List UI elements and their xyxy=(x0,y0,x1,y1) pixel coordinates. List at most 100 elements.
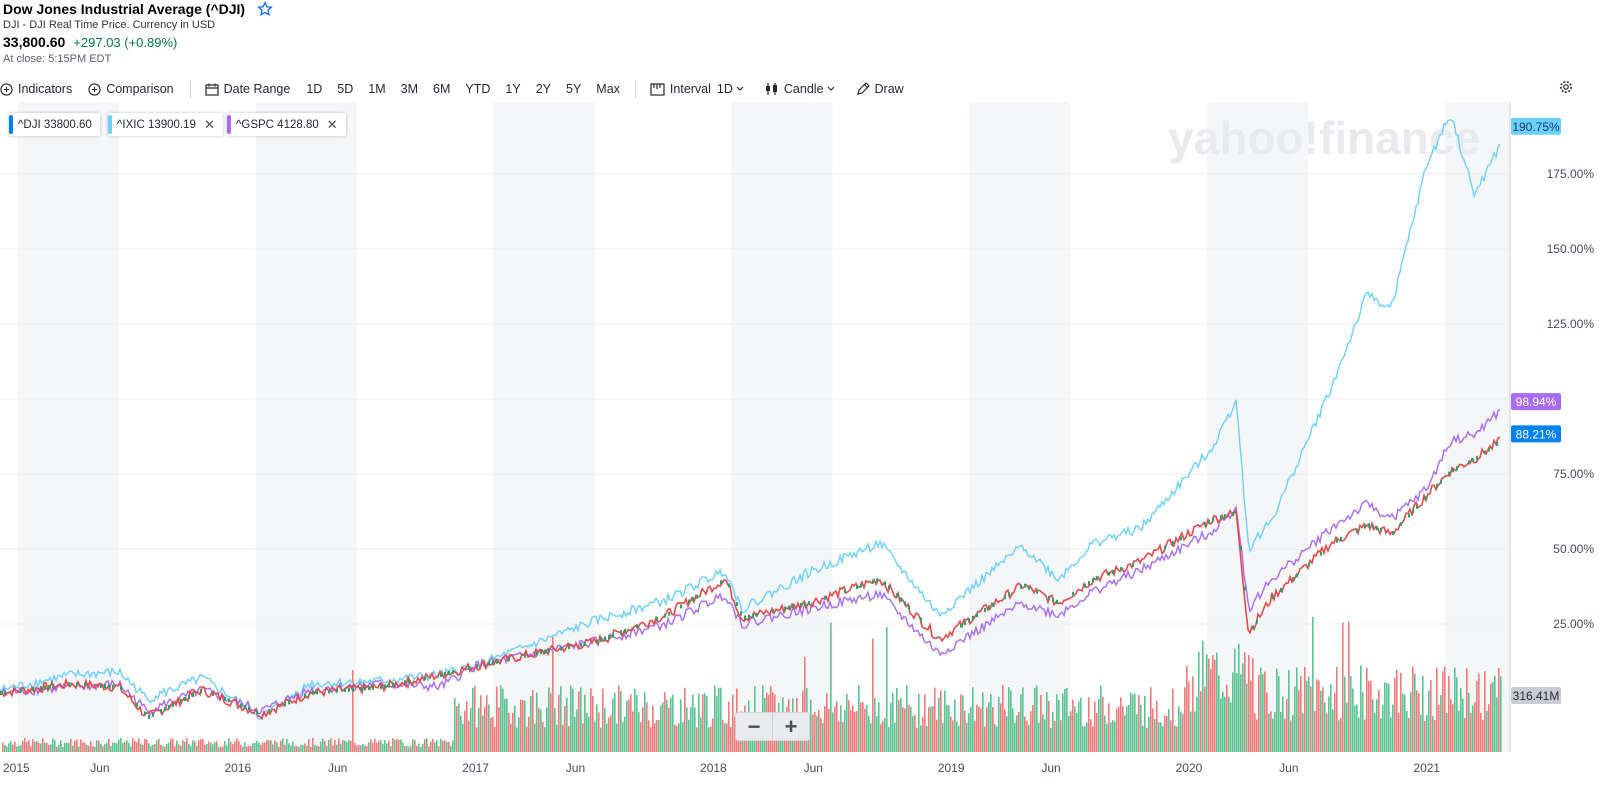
volume-bar xyxy=(322,738,324,752)
close-icon[interactable]: ✕ xyxy=(326,116,338,132)
volume-bar xyxy=(1170,720,1172,752)
volume-bar xyxy=(1210,668,1212,752)
volume-bar xyxy=(1470,712,1472,752)
volume-bar xyxy=(1464,718,1466,752)
volume-bar xyxy=(348,740,350,752)
candle-mark xyxy=(1212,517,1214,522)
volume-bar xyxy=(246,746,248,752)
volume-bar xyxy=(1314,711,1316,752)
volume-bar xyxy=(1002,684,1004,752)
chip-dji[interactable]: ^DJI 33800.60 xyxy=(9,113,100,136)
volume-bar xyxy=(726,723,728,752)
volume-bar xyxy=(718,688,720,752)
volume-bar xyxy=(844,709,846,752)
chip-gspc-label: ^GSPC 4128.80 xyxy=(236,118,319,131)
volume-bar xyxy=(308,739,310,752)
volume-bar xyxy=(502,688,504,752)
volume-bar xyxy=(1478,673,1480,752)
range-6m[interactable]: 6M xyxy=(433,82,451,96)
interval-button[interactable]: Interval 1D xyxy=(650,82,749,96)
volume-bar xyxy=(1256,719,1258,752)
time-band xyxy=(255,102,357,752)
volume-bar xyxy=(838,721,840,752)
candle-mark xyxy=(736,602,738,607)
candle-mark xyxy=(164,706,166,711)
comparison-button[interactable]: Comparison xyxy=(88,82,174,96)
volume-bar xyxy=(1154,718,1156,752)
range-2y[interactable]: 2Y xyxy=(535,82,551,96)
volume-bar xyxy=(244,742,246,752)
volume-bar xyxy=(478,707,480,752)
zoom-out-button[interactable]: − xyxy=(736,713,773,740)
volume-bar xyxy=(240,744,242,752)
chart-type-button[interactable]: Candle xyxy=(765,82,840,96)
volume-bar xyxy=(1384,682,1386,752)
volume-bar xyxy=(1032,705,1034,752)
candle-mark xyxy=(856,585,858,590)
time-band xyxy=(969,102,1071,752)
volume-bar xyxy=(68,742,70,752)
range-1y[interactable]: 1Y xyxy=(505,82,521,96)
candle-mark xyxy=(1120,567,1122,572)
volume-bar xyxy=(508,712,510,752)
volume-bar xyxy=(474,685,476,752)
candle-mark xyxy=(392,682,394,687)
volume-bar xyxy=(534,723,536,752)
candle-mark xyxy=(444,671,446,676)
candle-mark xyxy=(1172,540,1174,545)
chevron-down-icon xyxy=(736,86,744,91)
candle-mark xyxy=(1020,584,1022,589)
candle-mark xyxy=(336,688,338,693)
volume-bar xyxy=(346,741,348,752)
volume-bar xyxy=(1196,696,1198,752)
draw-button[interactable]: Draw xyxy=(856,82,904,96)
range-3m[interactable]: 3M xyxy=(400,82,419,96)
volume-bar xyxy=(820,718,822,752)
volume-bar xyxy=(990,693,992,752)
volume-bar xyxy=(572,688,574,752)
indicators-button[interactable]: Indicators xyxy=(0,82,72,96)
range-5y[interactable]: 5Y xyxy=(566,82,582,96)
volume-bar xyxy=(362,743,364,752)
volume-bar xyxy=(340,744,342,752)
candle-mark xyxy=(1372,524,1374,529)
candle-mark xyxy=(496,659,498,664)
candle-mark xyxy=(32,686,34,691)
zoom-in-button[interactable]: + xyxy=(784,713,798,739)
range-max[interactable]: Max xyxy=(596,82,620,96)
volume-bar xyxy=(1294,686,1296,752)
range-ytd[interactable]: YTD xyxy=(465,82,491,96)
interval-value: 1D xyxy=(716,82,733,96)
volume-bar xyxy=(1444,666,1446,752)
volume-bar xyxy=(258,742,260,752)
volume-label: 316.41M xyxy=(1513,689,1560,703)
candle-mark xyxy=(728,583,730,588)
range-1d[interactable]: 1D xyxy=(306,82,323,96)
candle-mark xyxy=(1412,509,1414,514)
candle-mark xyxy=(748,614,750,619)
volume-bar xyxy=(402,742,404,752)
volume-bar xyxy=(148,743,150,752)
volume-bar xyxy=(1428,690,1430,752)
candle-mark xyxy=(384,684,386,689)
gear-icon[interactable] xyxy=(1559,80,1573,94)
volume-bar xyxy=(1066,687,1068,752)
volume-bar xyxy=(1000,703,1002,752)
y-tick-label: 125.00% xyxy=(1547,317,1595,331)
comparison-chart[interactable]: yahoo!finance 25.00% 50.00% 75.00% 125.00% 1… xyxy=(0,102,1600,795)
volume-bar xyxy=(1364,719,1366,752)
last-value-label: 98.94% xyxy=(1516,395,1557,409)
volume-bar xyxy=(372,742,374,752)
chip-gspc[interactable]: ^GSPC 4128.80 ✕ xyxy=(227,113,346,136)
volume-bar xyxy=(1098,699,1100,752)
range-5d[interactable]: 5D xyxy=(337,82,354,96)
candle-mark xyxy=(492,660,494,665)
volume-bar xyxy=(108,738,110,752)
date-range-button[interactable]: Date Range xyxy=(204,82,290,96)
close-icon[interactable]: ✕ xyxy=(203,116,215,132)
candle-mark xyxy=(908,605,910,610)
star-icon[interactable] xyxy=(257,1,273,17)
chip-ixic[interactable]: ^IXIC 13900.19 ✕ xyxy=(108,113,223,136)
range-1m[interactable]: 1M xyxy=(368,82,386,96)
volume-bar xyxy=(1062,693,1064,752)
